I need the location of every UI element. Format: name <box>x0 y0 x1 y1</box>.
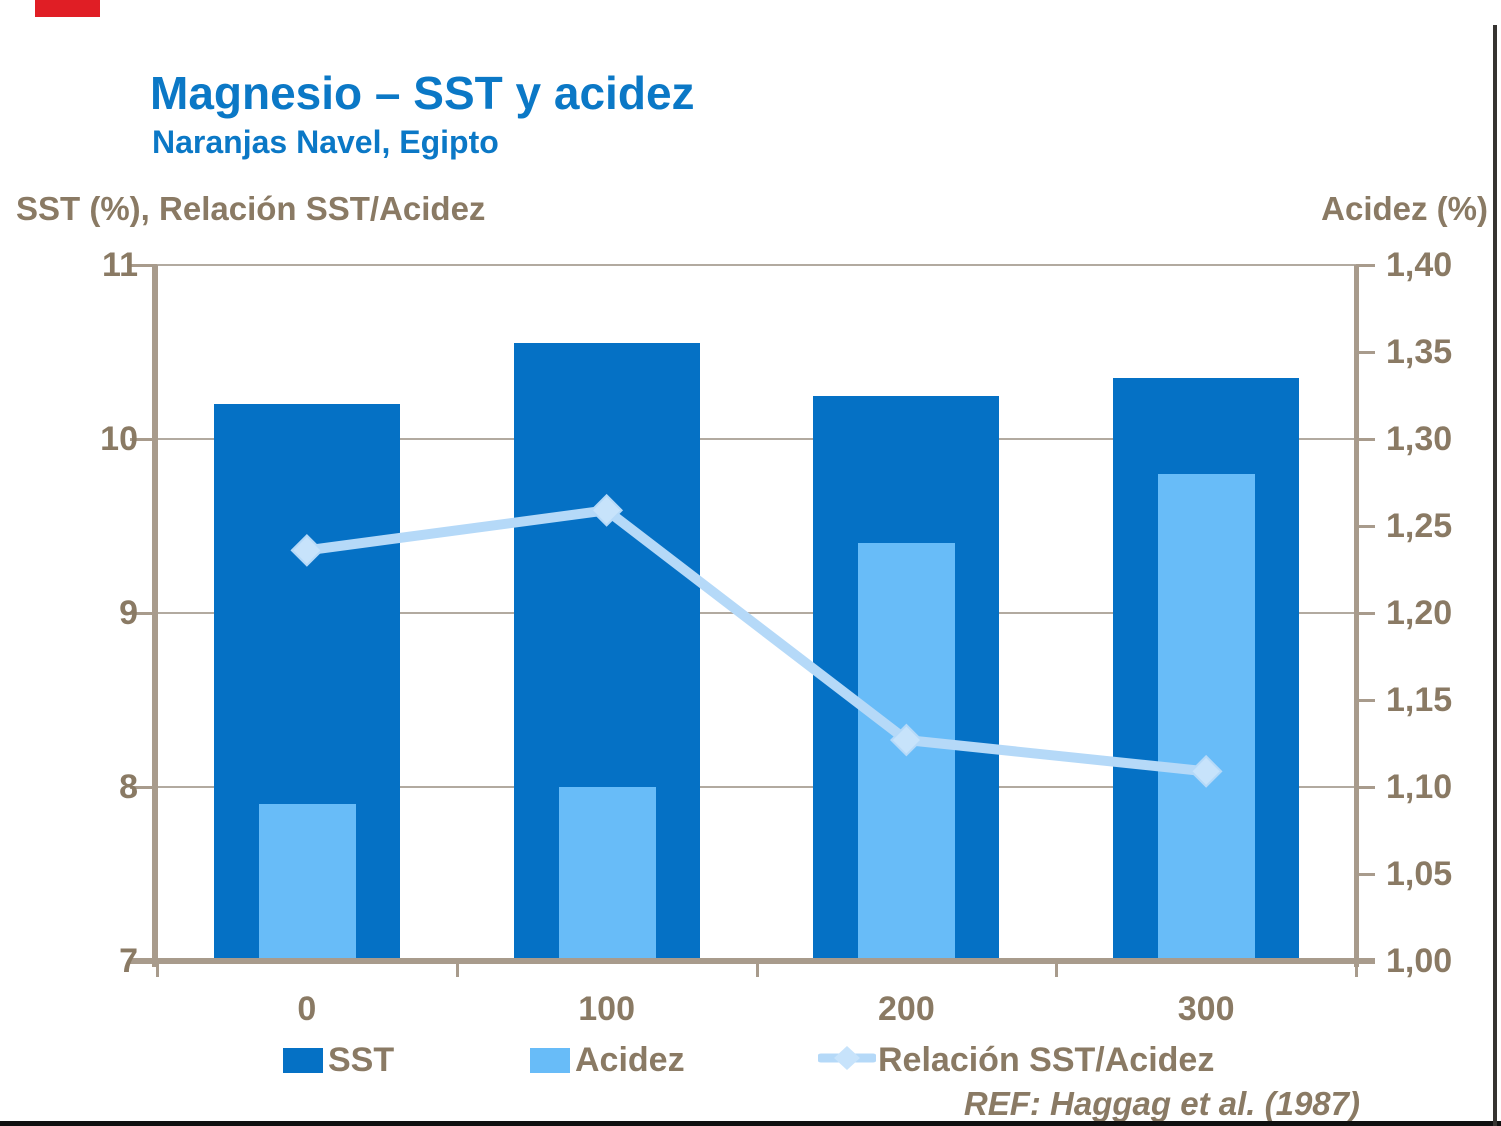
right-axis-tick-label: 1,10 <box>1386 768 1453 806</box>
left-axis-tick-label: 7 <box>119 942 138 980</box>
acidez-bar <box>558 787 656 964</box>
left-axis-tick-label: 8 <box>119 768 138 806</box>
right-axis-tick-label: 1,30 <box>1386 420 1453 458</box>
left-axis-tick-label: 9 <box>119 594 138 632</box>
right-axis-tick-label: 1,35 <box>1386 333 1453 371</box>
acidez-bar <box>1158 473 1256 964</box>
right-border-line <box>1493 25 1497 1126</box>
gridline <box>157 786 1356 788</box>
right-axis-tick <box>1356 612 1375 615</box>
red-accent-bar <box>35 0 100 17</box>
page-title: Magnesio – SST y acidez <box>150 67 695 119</box>
right-axis-tick-label: 1,20 <box>1386 594 1453 632</box>
bottom-axis-line <box>130 958 1375 964</box>
legend-item-sst: SST <box>283 1042 394 1078</box>
page-subtitle: Naranjas Navel, Egipto <box>152 124 499 160</box>
right-axis-tick-label: 1,25 <box>1386 507 1453 545</box>
right-axis-tick-label: 1,40 <box>1386 246 1453 284</box>
left-axis-tick-label: 10 <box>100 420 138 458</box>
x-axis-tick <box>1055 958 1059 977</box>
acidez-bar <box>858 543 956 964</box>
reference-text: REF: Haggag et al. (1987) <box>963 1085 1360 1122</box>
acidez-bar <box>258 804 356 964</box>
line-diamond-marker-icon <box>816 1040 878 1081</box>
legend-item-ratio: Relación SST/Acidez <box>816 1040 1215 1081</box>
gridline <box>157 438 1356 440</box>
right-axis-tick-label: 1,00 <box>1386 942 1453 980</box>
x-axis-tick-label: 0 <box>297 990 317 1028</box>
left-axis-tick <box>130 264 157 267</box>
right-axis-tick-label: 1,15 <box>1386 681 1453 719</box>
x-axis-tick <box>755 958 759 977</box>
legend-item-acidez: Acidez <box>530 1042 685 1078</box>
gridline <box>157 264 1356 266</box>
bottom-border-line <box>0 1121 1501 1126</box>
left-axis-tick <box>130 612 157 615</box>
acidez-swatch-icon <box>530 1047 570 1073</box>
right-axis-line <box>1354 265 1359 967</box>
right-axis-tick <box>1356 438 1375 441</box>
left-axis-title: SST (%), Relación SST/Acidez <box>16 190 486 227</box>
left-axis-tick <box>130 786 157 789</box>
right-axis-tick <box>1356 786 1375 789</box>
left-axis-tick-label: 11 <box>102 246 138 284</box>
legend-label-acidez: Acidez <box>575 1041 685 1079</box>
legend-label-ratio: Relación SST/Acidez <box>878 1041 1215 1079</box>
sst-swatch-icon <box>283 1047 323 1073</box>
x-axis-tick <box>455 958 459 977</box>
x-axis-tick-label: 100 <box>578 990 635 1028</box>
legend-label-sst: SST <box>328 1041 395 1079</box>
right-axis-tick <box>1356 525 1375 528</box>
right-axis-tick <box>1356 699 1375 702</box>
x-axis-tick <box>1355 958 1358 977</box>
right-axis-tick <box>1356 873 1375 876</box>
right-axis-tick <box>1356 264 1375 267</box>
left-axis-line <box>152 265 158 967</box>
right-axis-tick <box>1356 351 1375 354</box>
right-axis-title: Acidez (%) <box>1321 190 1488 227</box>
x-axis-tick-label: 200 <box>878 990 935 1028</box>
right-axis-tick-label: 1,05 <box>1386 855 1453 893</box>
x-axis-tick <box>156 958 159 977</box>
right-axis-tick <box>1356 960 1375 963</box>
left-axis-tick <box>130 438 157 441</box>
x-axis-tick-label: 300 <box>1177 990 1235 1028</box>
left-axis-tick <box>130 960 157 963</box>
